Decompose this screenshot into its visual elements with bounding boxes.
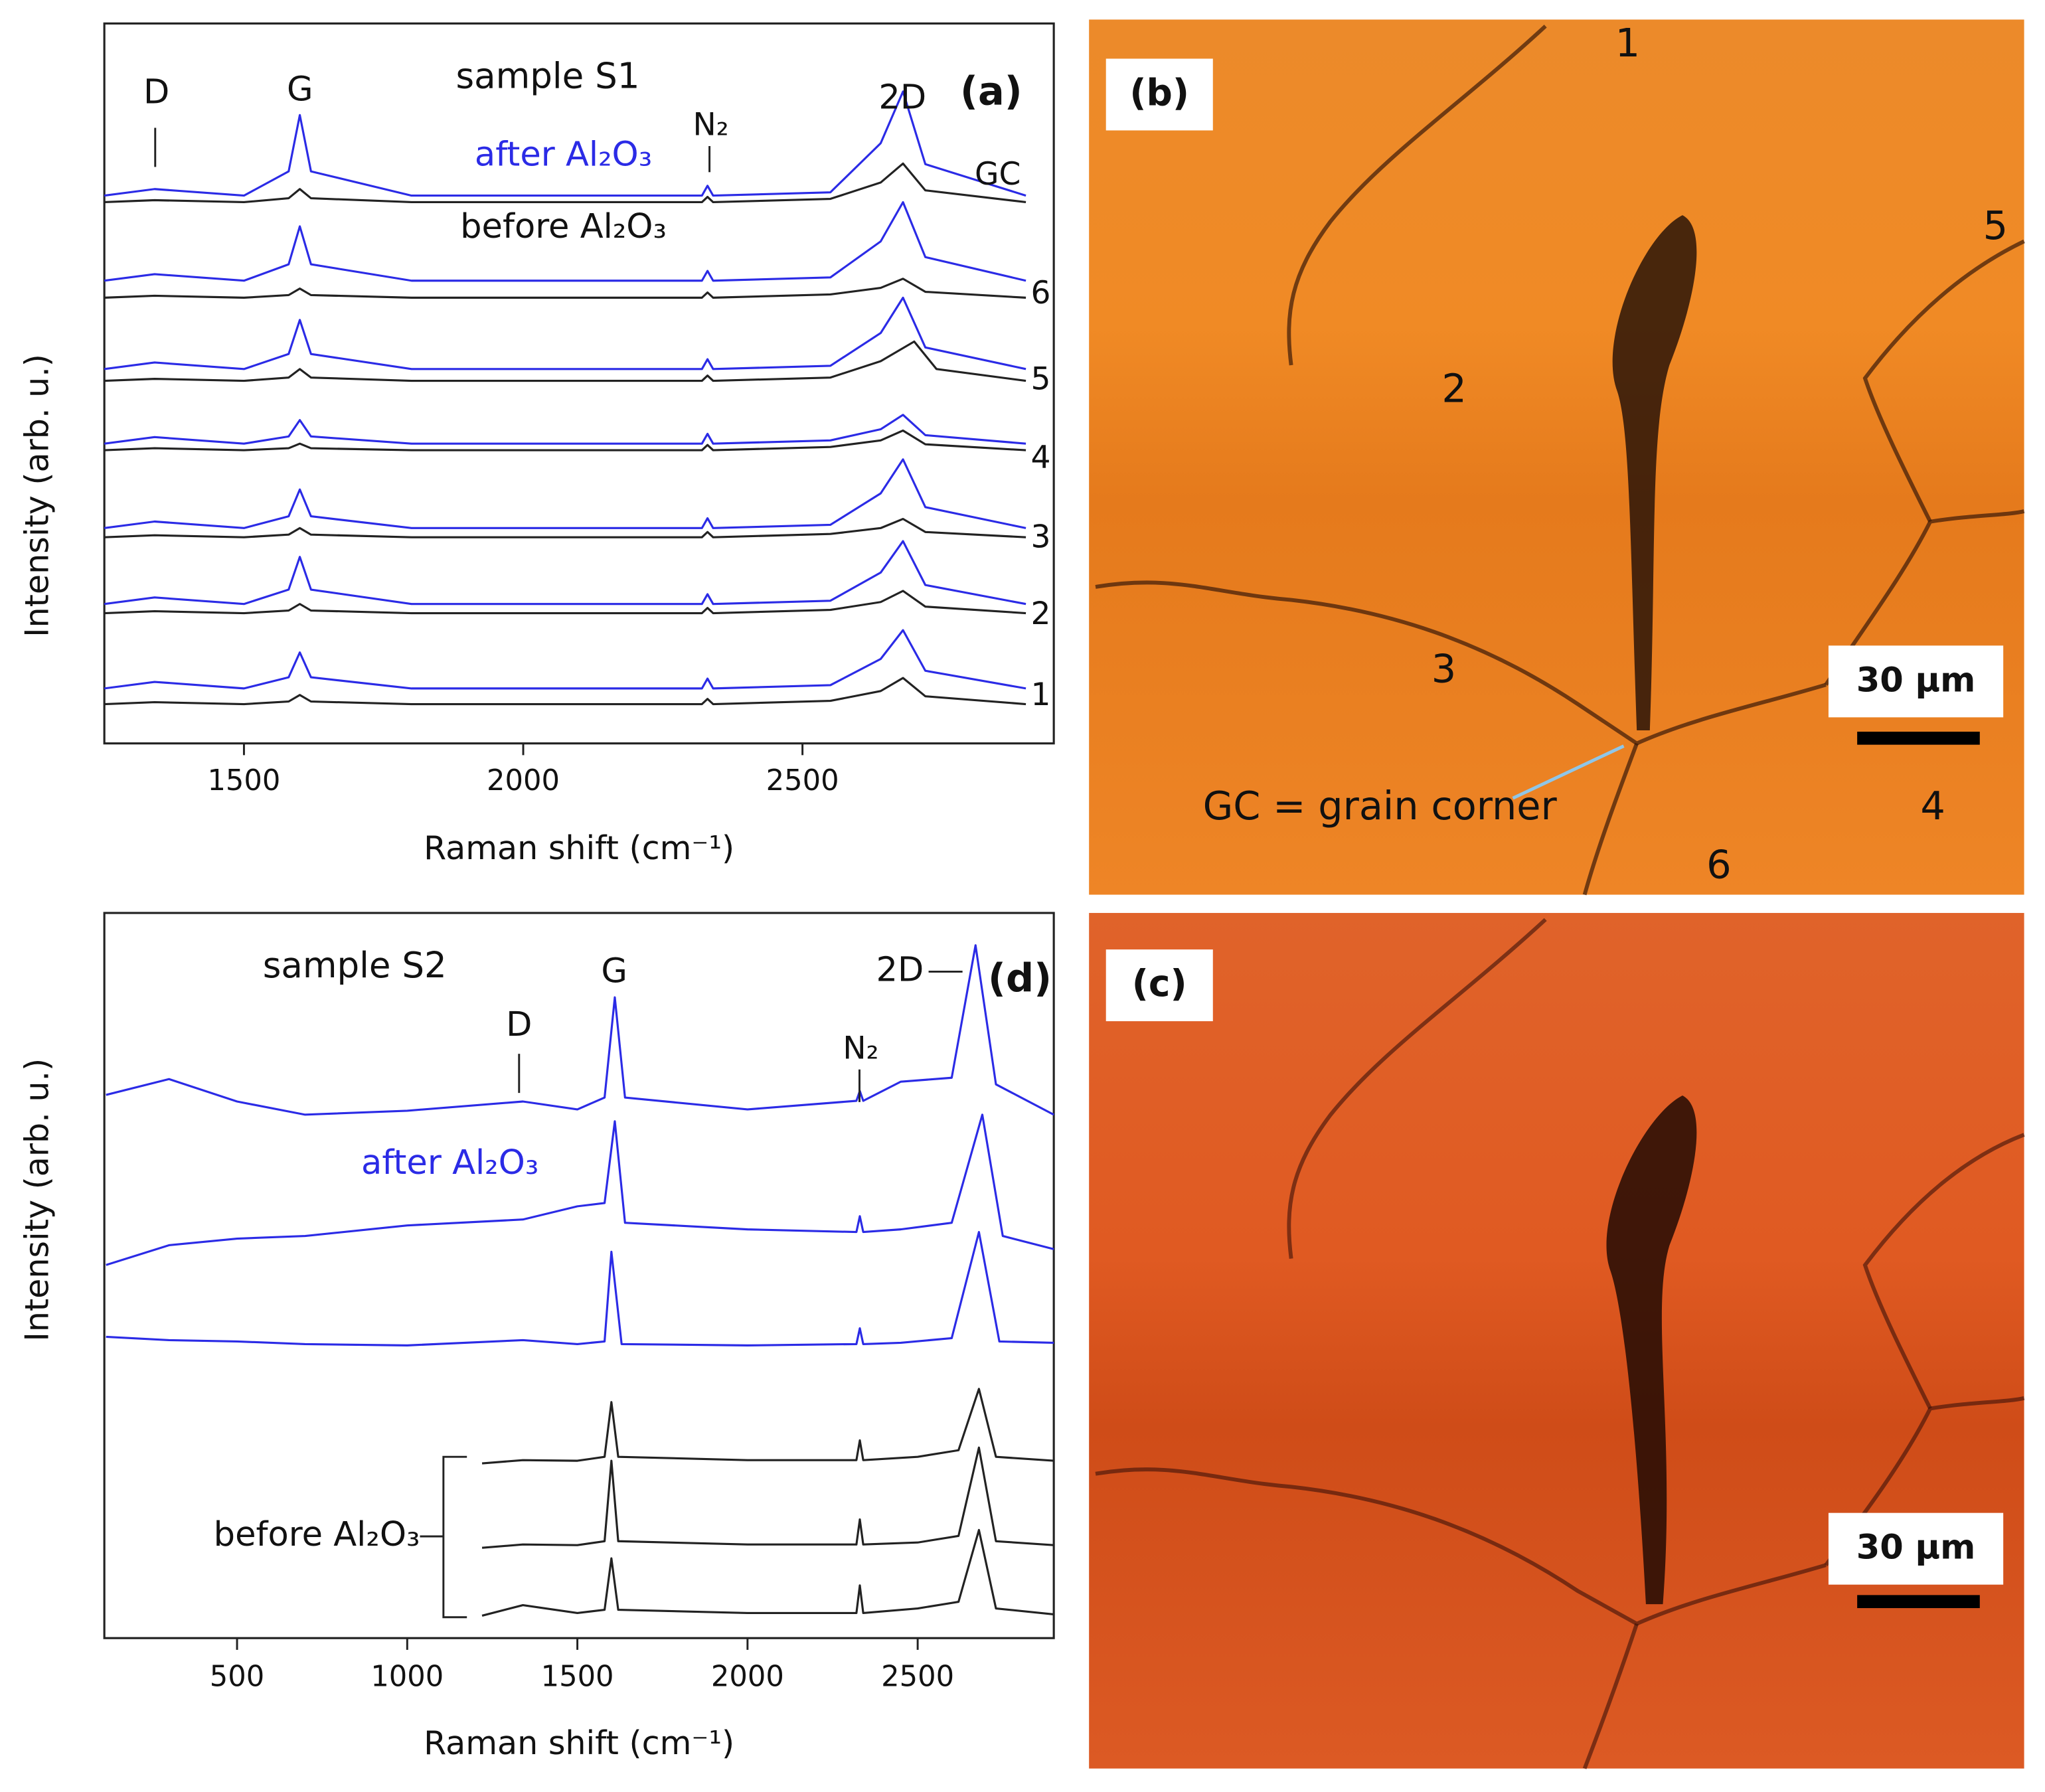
spectrum xyxy=(481,1446,1054,1549)
annotation: sample S1 xyxy=(456,56,640,97)
spectrum xyxy=(106,944,1054,1116)
panel-label: (c) xyxy=(1132,962,1187,1005)
spectrum xyxy=(104,162,1026,204)
x-tick-label: 1000 xyxy=(370,1661,444,1694)
spectrum xyxy=(104,677,1026,706)
spectrum xyxy=(104,414,1026,445)
bracket xyxy=(420,1455,467,1619)
annotation: 2D xyxy=(876,950,924,989)
spectrum xyxy=(104,590,1026,615)
spectrum xyxy=(481,1528,1054,1617)
series-label: 3 xyxy=(1031,519,1051,555)
region-label: 2 xyxy=(1441,365,1466,411)
x-tick-label: 2000 xyxy=(487,764,560,797)
arrow xyxy=(1512,744,1625,800)
spectrum xyxy=(481,1388,1054,1465)
spectrum xyxy=(104,517,1026,538)
grain-boundaries xyxy=(1095,25,2025,896)
x-axis-label: Raman shift (cm⁻¹) xyxy=(424,1724,734,1762)
series-label: GC xyxy=(975,156,1021,193)
annotation: G xyxy=(287,70,313,110)
series-label: 1 xyxy=(1031,677,1051,713)
annotation: (a) xyxy=(960,68,1022,114)
spectrum xyxy=(104,540,1026,606)
series-label: 2 xyxy=(1031,596,1051,632)
annotation: GC = grain corner xyxy=(1203,783,1558,829)
annotation: D xyxy=(143,72,169,112)
series-label: 4 xyxy=(1031,439,1051,475)
spectrum xyxy=(104,278,1026,299)
spectrum xyxy=(104,90,1026,197)
x-tick-label: 500 xyxy=(210,1661,264,1694)
annotation: 2D xyxy=(878,78,926,117)
spectrum xyxy=(104,340,1026,382)
annotation: sample S2 xyxy=(263,945,447,986)
annotation: after Al₂O₃ xyxy=(361,1143,538,1182)
scale-label: 30 μm xyxy=(1856,1528,1976,1568)
spectrum xyxy=(104,429,1026,451)
region-label: 5 xyxy=(1983,203,2008,248)
region-label: 1 xyxy=(1615,20,1640,66)
x-tick-label: 2000 xyxy=(711,1661,784,1694)
annotation: G xyxy=(601,951,627,991)
plot-frame xyxy=(103,22,1055,745)
x-tick-label: 2500 xyxy=(881,1661,954,1694)
spectrum xyxy=(106,1113,1054,1266)
y-axis-label: Intensity (arb. u.) xyxy=(17,1058,56,1342)
annotation: after Al₂O₃ xyxy=(475,135,652,175)
plot-frame xyxy=(103,912,1055,1639)
spectrum xyxy=(104,201,1026,282)
x-tick-label: 1500 xyxy=(541,1661,614,1694)
label-box xyxy=(1105,58,1213,131)
micrograph-c: (c) 30 μm xyxy=(1089,913,2025,1769)
scale-box xyxy=(1828,1512,2004,1585)
spectrum xyxy=(104,296,1026,370)
scale-bar xyxy=(1857,731,1980,745)
series-label: 5 xyxy=(1031,361,1051,398)
spectrum xyxy=(104,629,1026,690)
micrograph-b: (b) 30 μm 1 2 3 4 5 6 GC = grain corner xyxy=(1089,19,2025,896)
series-label: 6 xyxy=(1031,275,1051,311)
x-tick-label: 1500 xyxy=(207,764,280,797)
spectrum xyxy=(106,1231,1054,1346)
y-axis-label: Intensity (arb. u.) xyxy=(17,354,56,637)
x-tick-label: 2500 xyxy=(766,764,839,797)
annotation: N₂ xyxy=(693,107,728,143)
region-label: 4 xyxy=(1920,783,1945,829)
region-label: 3 xyxy=(1432,646,1456,692)
region-label: 6 xyxy=(1706,841,1731,887)
annotation: before Al₂O₃ xyxy=(460,207,667,246)
x-axis-label: Raman shift (cm⁻¹) xyxy=(424,829,734,867)
image xyxy=(1089,913,2024,1769)
annotation: N₂ xyxy=(843,1030,878,1066)
label-box xyxy=(1105,949,1213,1022)
image xyxy=(1089,19,2024,895)
spectrum xyxy=(104,458,1026,529)
defect xyxy=(1612,215,1697,731)
scale-bar xyxy=(1857,1595,1980,1609)
annotation: D xyxy=(506,1005,532,1044)
panel-label: (b) xyxy=(1129,72,1189,114)
defect xyxy=(1606,1096,1697,1605)
scale-box xyxy=(1828,645,2004,718)
scale-label: 30 μm xyxy=(1856,661,1976,700)
annotation: (d) xyxy=(988,955,1052,1001)
annotation: before Al₂O₃ xyxy=(214,1515,420,1554)
